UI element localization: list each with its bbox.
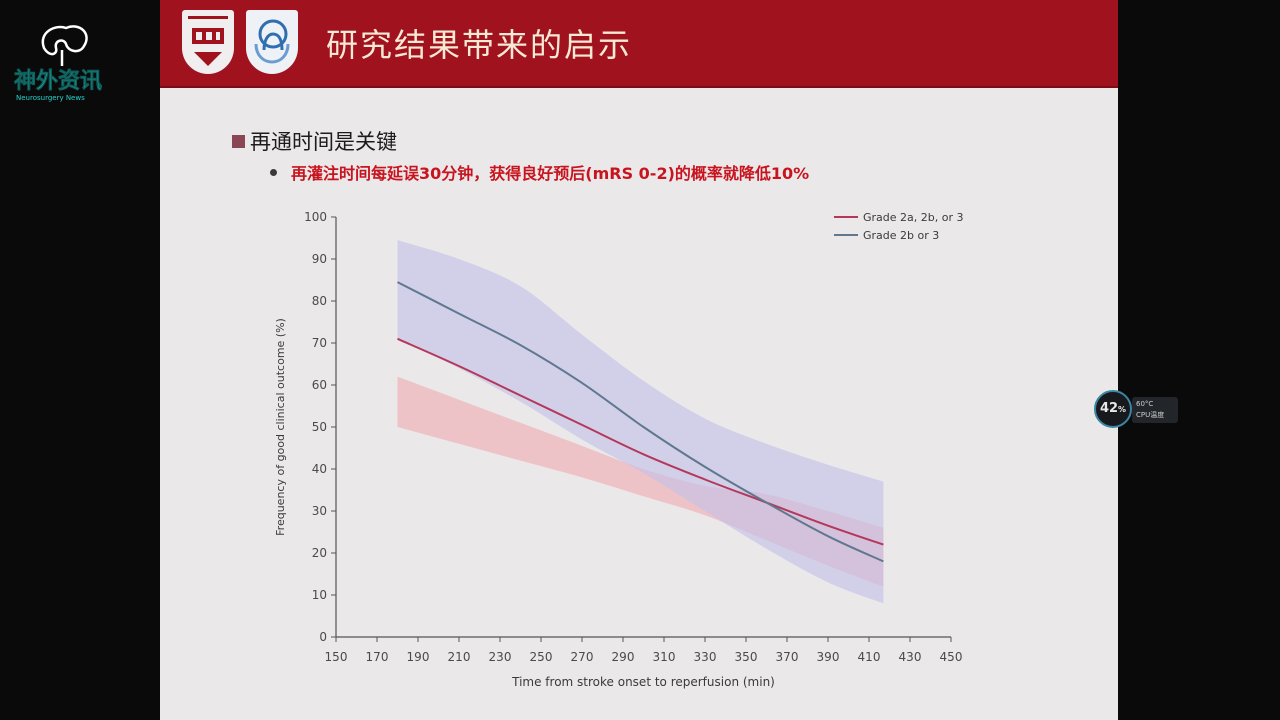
x-tick-label: 390 [817, 650, 840, 664]
x-tick-label: 290 [612, 650, 635, 664]
x-axis-label: Time from stroke onset to reperfusion (m… [511, 675, 775, 689]
legend-label-2: Grade 2b or 3 [863, 229, 939, 242]
left-letterbox [0, 0, 160, 720]
cpu-percent-badge: 42% [1094, 390, 1132, 428]
watermark-logo: 神外资讯 Neurosurgery News [14, 25, 102, 102]
cpu-percent: 42 [1099, 401, 1119, 416]
university-logo-icon [182, 10, 234, 74]
slide-header: 研究结果带来的启示 [160, 0, 1118, 88]
y-tick-label: 0 [319, 630, 327, 644]
x-tick-label: 190 [407, 650, 430, 664]
series-line-2 [397, 281, 884, 563]
series-line-1 [397, 337, 884, 546]
bullet-sub: 再灌注时间每延误30分钟，获得良好预后(mRS 0-2)的概率就降低10% [270, 160, 809, 184]
watermark-text: 神外资讯 [14, 68, 102, 94]
x-tick-label: 370 [776, 650, 799, 664]
y-tick-label: 60 [312, 378, 327, 392]
y-tick-label: 50 [312, 420, 327, 434]
slide: 研究结果带来的启示 再通时间是关键 再灌注时间每延误30分钟，获得良好预后(mR… [160, 0, 1118, 720]
cpu-info-box: 60°C CPU温度 [1132, 397, 1178, 423]
head-hand-logo-icon [246, 10, 298, 74]
slide-title: 研究结果带来的启示 [326, 26, 633, 64]
x-tick-label: 250 [530, 650, 553, 664]
cpu-widget[interactable]: 42% 60°C CPU温度 [1094, 390, 1180, 430]
x-tick-label: 150 [325, 650, 348, 664]
y-tick-label: 70 [312, 336, 327, 350]
x-tick-label: 270 [571, 650, 594, 664]
x-tick-label: 330 [694, 650, 717, 664]
ci-band-2 [397, 240, 884, 604]
y-axis-label: Frequency of good clinical outcome (%) [274, 318, 287, 536]
y-tick-label: 20 [312, 546, 327, 560]
y-tick-label: 90 [312, 252, 327, 266]
x-tick-label: 310 [653, 650, 676, 664]
bullet-main: 再通时间是关键 [232, 126, 397, 156]
bullet-main-text: 再通时间是关键 [250, 130, 397, 154]
bullet-square-icon [232, 135, 245, 148]
right-letterbox [1118, 0, 1280, 720]
x-tick-label: 350 [735, 650, 758, 664]
y-tick-label: 10 [312, 588, 327, 602]
bullet-sub-text: 再灌注时间每延误30分钟，获得良好预后(mRS 0-2)的概率就降低10% [291, 164, 810, 183]
outcome-chart: 0 10 20 30 40 50 60 70 80 90 100 150 170 190 210 230 250… [274, 210, 964, 689]
cpu-temp: 60°C [1136, 400, 1154, 408]
bullet-dot-icon [270, 169, 277, 176]
x-tick-label: 430 [899, 650, 922, 664]
y-tick-label: 100 [304, 210, 327, 224]
x-tick-label: 230 [489, 650, 512, 664]
cpu-percent-unit: % [1118, 405, 1127, 414]
brain-icon [41, 25, 88, 66]
y-tick-label: 80 [312, 294, 327, 308]
legend-label-1: Grade 2a, 2b, or 3 [863, 211, 964, 224]
x-tick-label: 210 [448, 650, 471, 664]
watermark-subtext: Neurosurgery News [16, 94, 85, 102]
y-tick-label: 30 [312, 504, 327, 518]
cpu-label: CPU温度 [1136, 411, 1165, 419]
x-tick-label: 170 [366, 650, 389, 664]
x-tick-label: 410 [858, 650, 881, 664]
y-tick-label: 40 [312, 462, 327, 476]
x-tick-label: 450 [940, 650, 963, 664]
